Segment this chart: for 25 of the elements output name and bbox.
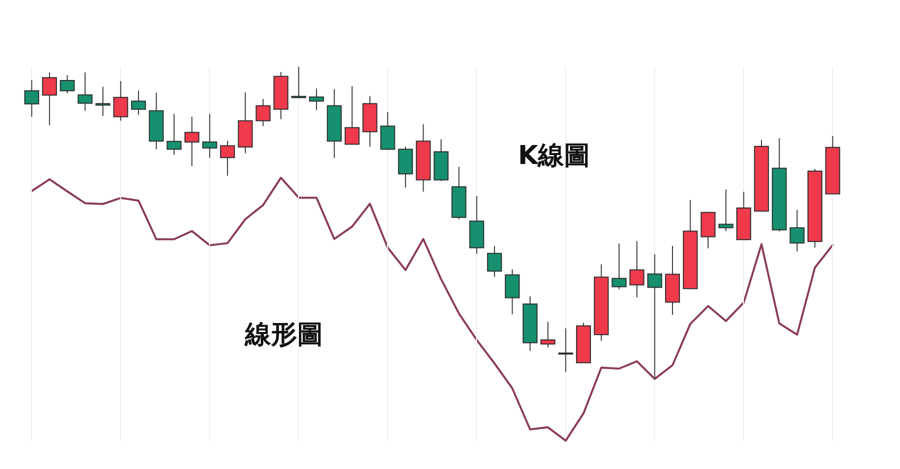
candlestick (380, 112, 396, 150)
candlestick (95, 86, 110, 117)
candlestick (166, 113, 182, 156)
candlestick (256, 98, 271, 127)
candlestick (113, 80, 128, 122)
candlestick (558, 328, 574, 372)
annotation: 線形圖 (244, 320, 323, 350)
candlestick (60, 74, 75, 94)
candlestick (78, 72, 93, 112)
candlestick (309, 88, 324, 111)
candlestick (344, 86, 360, 145)
annotation: K線圖 (518, 141, 590, 171)
candlestick (202, 113, 218, 158)
candlestick (629, 240, 644, 298)
candlestick (42, 72, 57, 126)
candlestick (612, 243, 627, 290)
candlestick (540, 321, 556, 348)
candlestick (184, 116, 200, 167)
candlestick (487, 245, 502, 278)
candlestick (24, 80, 40, 118)
candlestick (220, 140, 235, 176)
candlestick (504, 268, 520, 315)
candlestick (718, 189, 734, 232)
candlestick (131, 90, 146, 116)
candlestick (790, 209, 805, 252)
